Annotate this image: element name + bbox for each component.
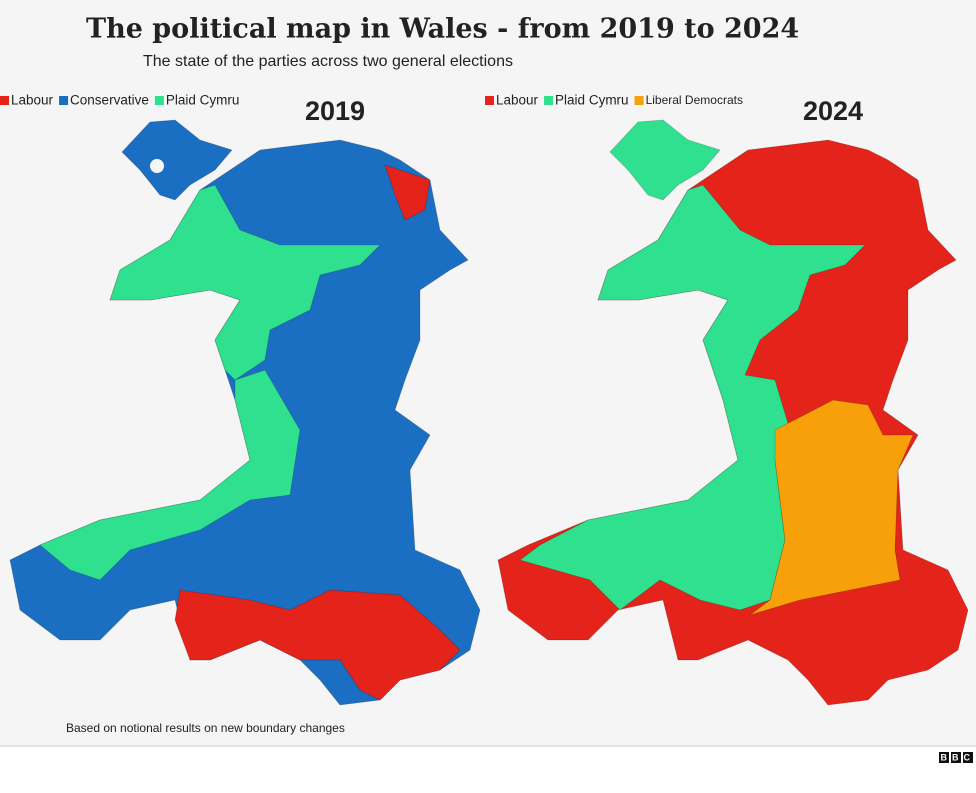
legend-swatch xyxy=(154,96,164,105)
legend-swatch xyxy=(544,96,554,105)
region xyxy=(109,184,381,381)
title: The political map in Wales - from 2019 t… xyxy=(86,14,799,45)
region xyxy=(174,589,461,701)
logo-block xyxy=(939,752,949,763)
logo-block xyxy=(951,752,961,763)
legend-label: Plaid Cymru xyxy=(166,93,240,108)
map-2019 xyxy=(9,119,481,706)
legend-label: Labour xyxy=(496,93,539,108)
map-year: 2019 xyxy=(305,96,365,126)
legend-label: Liberal Democrats xyxy=(646,93,743,107)
logo-block xyxy=(963,752,973,763)
region xyxy=(609,119,721,201)
region xyxy=(384,164,431,221)
legend-swatch xyxy=(0,96,9,105)
map-2024 xyxy=(497,119,969,706)
legend-label: Plaid Cymru xyxy=(555,93,629,108)
footnote: Based on notional results on new boundar… xyxy=(66,721,345,735)
legend-label: Conservative xyxy=(70,93,149,108)
logo-text: BBC xyxy=(941,752,976,762)
region xyxy=(39,369,301,581)
map-year: 2024 xyxy=(803,96,863,126)
logo: BBC xyxy=(939,752,976,763)
region xyxy=(749,399,914,616)
legend-swatch xyxy=(59,96,69,105)
region xyxy=(121,119,233,201)
island-gap xyxy=(150,159,164,173)
subtitle: The state of the parties across two gene… xyxy=(143,53,513,70)
legend-swatch xyxy=(485,96,494,105)
legend-swatch xyxy=(634,96,644,105)
legend-label: Labour xyxy=(11,93,54,108)
